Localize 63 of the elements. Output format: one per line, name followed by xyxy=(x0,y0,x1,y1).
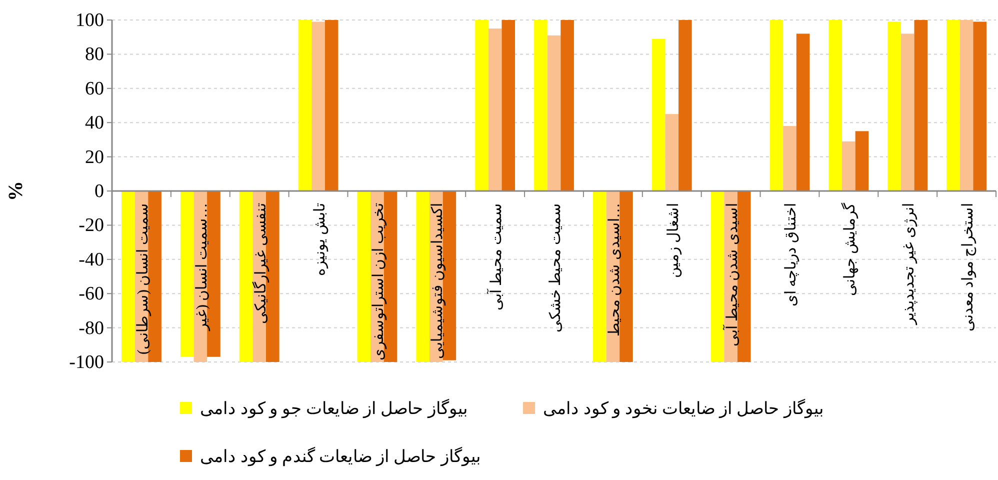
legend-label: بیوگاز حاصل از ضایعات جو و کود دامی xyxy=(200,398,468,419)
bar xyxy=(796,34,810,191)
bar xyxy=(946,20,960,191)
y-tick-label: 100 xyxy=(76,10,104,31)
x-tick-label: تخریب ازن استراتوسفری xyxy=(371,203,388,360)
bar xyxy=(665,114,679,191)
bar xyxy=(770,20,784,191)
bar xyxy=(973,22,986,191)
y-tick-label: -40 xyxy=(78,249,104,270)
bar xyxy=(783,126,796,191)
bar xyxy=(416,191,430,362)
x-tick-label: اختناق دریاچه ای xyxy=(784,203,800,306)
y-tick-label: 40 xyxy=(85,112,104,134)
bar xyxy=(620,191,633,362)
y-tick-label: -100 xyxy=(69,352,104,373)
bar xyxy=(502,20,516,191)
legend-item: بیوگاز حاصل از ضایعات نخود و کود دامی xyxy=(523,399,824,418)
bar xyxy=(842,141,856,191)
bar xyxy=(914,20,928,191)
x-tick-label: سمیت انسان (سرطانی) xyxy=(135,203,152,354)
y-axis-title: % xyxy=(5,181,27,201)
y-tick-label: 80 xyxy=(85,44,104,66)
bar xyxy=(324,20,338,191)
x-tick-label: تابش یونیزه xyxy=(312,203,328,276)
bar xyxy=(560,20,574,191)
bar xyxy=(592,191,606,362)
x-tick-label: سمیت محیط خشکی xyxy=(548,203,564,332)
bar xyxy=(488,28,502,191)
bar xyxy=(239,191,253,362)
bar xyxy=(312,22,325,191)
bar xyxy=(547,35,561,191)
y-tick-label: 0 xyxy=(94,181,104,202)
bar xyxy=(828,20,842,191)
x-tick-label: اسیدی شدن محیط آبی xyxy=(722,203,741,346)
y-tick-label: -60 xyxy=(78,284,104,305)
bar xyxy=(960,20,974,191)
bar xyxy=(855,131,869,191)
bar xyxy=(180,191,194,357)
x-tick-label: انرژی غیر تجدیدپذیر xyxy=(902,203,918,326)
x-tick-label: گرمایش جهانی xyxy=(840,202,859,296)
y-tick-label: -20 xyxy=(78,215,104,236)
bar xyxy=(475,20,488,191)
bar xyxy=(900,34,914,191)
legend-item: بیوگاز حاصل از ضایعات جو و کود دامی xyxy=(180,399,468,418)
bar xyxy=(534,20,548,191)
bar xyxy=(298,20,312,191)
x-tick-label: اسیدی شدن محیط… xyxy=(606,203,623,336)
x-tick-label: استخراج مواد معدنی xyxy=(960,203,977,332)
x-tick-label: تنفسی غیرارگانیکی xyxy=(251,203,270,324)
y-tick-label: 20 xyxy=(85,146,104,168)
y-tick-label: 60 xyxy=(85,78,104,100)
bar xyxy=(652,38,666,191)
y-tick-label: -80 xyxy=(78,318,104,339)
x-tick-label: سمیت انسان (غیر… xyxy=(194,203,210,332)
legend-item: بیوگاز حاصل از ضایعات گندم و کود دامی xyxy=(180,447,481,466)
x-tick-label: اکسیداسیون فتوشیمیایی xyxy=(430,203,446,359)
bar xyxy=(357,191,371,362)
bar xyxy=(122,191,135,362)
bar xyxy=(710,191,724,362)
bar xyxy=(888,22,901,191)
x-tick-label: سمیت محیط آبی xyxy=(487,203,506,310)
bar xyxy=(678,20,692,191)
x-tick-label: اشغال زمین xyxy=(666,203,682,278)
